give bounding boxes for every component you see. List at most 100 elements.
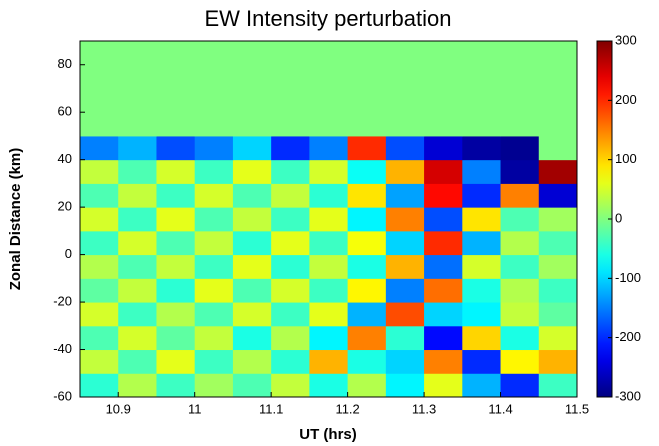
heatmap-cell bbox=[424, 349, 463, 374]
heatmap-cell bbox=[424, 183, 463, 208]
heatmap-cell bbox=[538, 112, 578, 137]
heatmap-cell bbox=[271, 88, 310, 113]
y-tick-label: 0 bbox=[65, 246, 72, 261]
heatmap-cell bbox=[538, 349, 578, 374]
heatmap-cell bbox=[80, 230, 119, 256]
heatmap-cell bbox=[156, 230, 196, 256]
heatmap-cell bbox=[156, 159, 196, 184]
heatmap-cell bbox=[118, 64, 157, 89]
heatmap-cell bbox=[424, 325, 463, 351]
heatmap-cell bbox=[156, 349, 196, 374]
chart-title: EW Intensity perturbation bbox=[204, 6, 451, 31]
x-axis-label: UT (hrs) bbox=[299, 426, 357, 443]
colorbar-tick-label: -200 bbox=[615, 329, 641, 344]
heatmap-cell bbox=[538, 373, 578, 398]
heatmap-cell bbox=[538, 183, 578, 208]
heatmap-cell bbox=[156, 112, 196, 137]
heatmap-cell bbox=[500, 278, 540, 303]
heatmap-cell bbox=[80, 64, 119, 89]
heatmap-cell bbox=[538, 64, 578, 89]
y-tick-label: -40 bbox=[53, 341, 72, 356]
y-axis-label: Zonal Distance (km) bbox=[7, 148, 24, 291]
heatmap-cell bbox=[500, 254, 540, 279]
heatmap-cell bbox=[232, 88, 272, 113]
colorbar-tick-label: 100 bbox=[615, 151, 637, 166]
heatmap-cell bbox=[118, 373, 157, 398]
heatmap-cell bbox=[156, 41, 196, 66]
heatmap-cell bbox=[462, 302, 502, 327]
heatmap-cell bbox=[385, 183, 425, 208]
heatmap-cell bbox=[80, 325, 119, 351]
heatmap-cell bbox=[309, 373, 349, 398]
heatmap-cell bbox=[500, 41, 540, 66]
heatmap-cell bbox=[500, 349, 540, 374]
colorbar-tick-label: -300 bbox=[615, 388, 641, 403]
heatmap-cell bbox=[194, 230, 234, 256]
heatmap-cell bbox=[424, 41, 463, 66]
heatmap-cell bbox=[424, 207, 463, 232]
heatmap-cell bbox=[347, 64, 387, 89]
heatmap-cell bbox=[385, 278, 425, 303]
heatmap-cell bbox=[118, 207, 157, 232]
heatmap-cell bbox=[385, 159, 425, 184]
heatmap-cell bbox=[118, 159, 157, 184]
heatmap-cell bbox=[156, 278, 196, 303]
heatmap-cell bbox=[194, 278, 234, 303]
heatmap-cell bbox=[271, 64, 310, 89]
heatmap-cell bbox=[347, 349, 387, 374]
heatmap-cell bbox=[309, 207, 349, 232]
heatmap-cell bbox=[500, 230, 540, 256]
heatmap-cell bbox=[385, 112, 425, 137]
x-tick-label: 11.1 bbox=[259, 401, 283, 416]
heatmap-cell bbox=[271, 278, 310, 303]
y-tick-label: -60 bbox=[53, 388, 72, 403]
heatmap-cell bbox=[309, 349, 349, 374]
heatmap-cell bbox=[385, 254, 425, 279]
heatmap-cell bbox=[309, 254, 349, 279]
y-tick-label: -20 bbox=[53, 294, 72, 309]
heatmap-cell bbox=[156, 183, 196, 208]
heatmap-cell bbox=[309, 88, 349, 113]
heatmap-cell bbox=[194, 159, 234, 184]
heatmap-cell bbox=[500, 302, 540, 327]
heatmap-cell bbox=[232, 112, 272, 137]
heatmap-cell bbox=[80, 159, 119, 184]
heatmap-cell bbox=[271, 112, 310, 137]
heatmap-cell bbox=[385, 230, 425, 256]
heatmap-cell bbox=[156, 64, 196, 89]
heatmap-cell bbox=[347, 41, 387, 66]
heatmap-cell bbox=[424, 135, 463, 161]
heatmap-cell bbox=[80, 254, 119, 279]
heatmap-cell bbox=[118, 254, 157, 279]
x-tick-label: 11.4 bbox=[488, 401, 512, 416]
heatmap-cell bbox=[538, 254, 578, 279]
heatmap-cell bbox=[347, 112, 387, 137]
colorbar-tick-label: 300 bbox=[615, 32, 637, 47]
heatmap-cell bbox=[424, 159, 463, 184]
heatmap-cell bbox=[462, 373, 502, 398]
heatmap-cell bbox=[271, 207, 310, 232]
heatmap-cell bbox=[347, 230, 387, 256]
heatmap-cell bbox=[271, 41, 310, 66]
heatmap-cell bbox=[500, 325, 540, 351]
heatmap-cell bbox=[118, 302, 157, 327]
heatmap-cell bbox=[232, 373, 272, 398]
heatmap-cell bbox=[347, 278, 387, 303]
heatmap-cell bbox=[271, 373, 310, 398]
heatmap-cell bbox=[118, 135, 157, 161]
heatmap-cell bbox=[462, 88, 502, 113]
heatmap-cell bbox=[500, 64, 540, 89]
heatmap-cell bbox=[309, 135, 349, 161]
heatmap-cell bbox=[194, 183, 234, 208]
heatmap-cell bbox=[424, 64, 463, 89]
heatmap-cell bbox=[385, 88, 425, 113]
heatmap-cell bbox=[462, 207, 502, 232]
heatmap-cell bbox=[347, 159, 387, 184]
heatmap-cell bbox=[80, 207, 119, 232]
heatmap-cell bbox=[271, 159, 310, 184]
heatmap-cell bbox=[424, 373, 463, 398]
heatmap-cell bbox=[538, 207, 578, 232]
colorbar-tick-label: 0 bbox=[615, 210, 622, 225]
heatmap-cell bbox=[271, 302, 310, 327]
heatmap-cell bbox=[424, 254, 463, 279]
